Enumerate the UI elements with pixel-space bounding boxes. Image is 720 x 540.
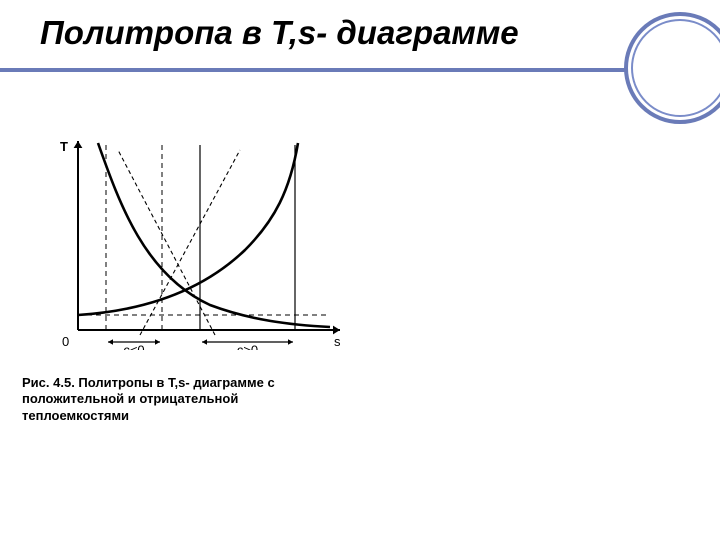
svg-text:s: s — [334, 334, 341, 349]
caption-line2: положительной и отрицательной — [22, 391, 238, 406]
figure-caption: Рис. 4.5. Политропы в T,s- диаграмме с п… — [22, 375, 275, 424]
svg-text:T: T — [60, 139, 68, 154]
svg-text:0: 0 — [62, 334, 69, 349]
svg-text:c>0: c>0 — [237, 343, 258, 350]
ts-diagram-svg: T 0 c<0 c>0 s — [40, 135, 370, 350]
header-rule-outer — [0, 68, 720, 72]
svg-text:c<0: c<0 — [123, 343, 144, 350]
ts-diagram: T 0 c<0 c>0 s — [40, 135, 370, 350]
caption-line1: Рис. 4.5. Политропы в T,s- диаграмме с — [22, 375, 275, 390]
header-oval-inner — [631, 19, 720, 117]
page-title: Политропа в T,s- диаграмме — [40, 14, 519, 52]
caption-line3: теплоемкостями — [22, 408, 129, 423]
